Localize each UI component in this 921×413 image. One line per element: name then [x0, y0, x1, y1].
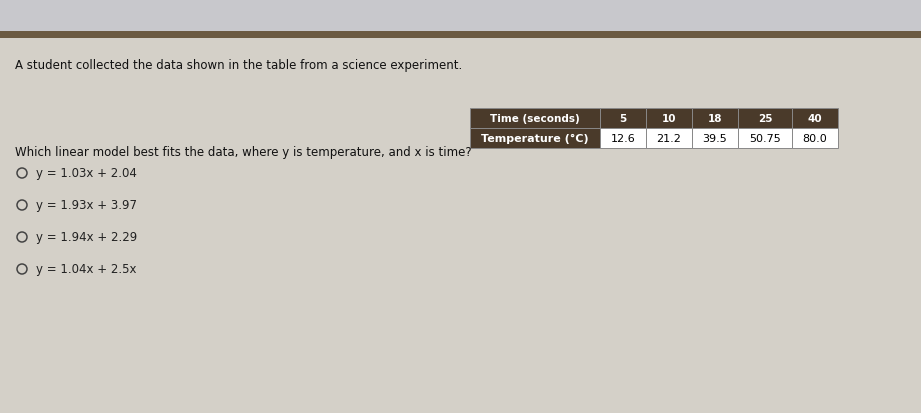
Text: 5: 5: [620, 114, 626, 124]
Bar: [0, 32, 921, 39]
Bar: [0, 0, 921, 24]
Text: 10: 10: [662, 114, 676, 124]
Text: y = 1.94x + 2.29: y = 1.94x + 2.29: [36, 231, 137, 244]
Bar: [738, 109, 792, 129]
Bar: [646, 129, 692, 149]
Text: A student collected the data shown in the table from a science experiment.: A student collected the data shown in th…: [15, 59, 462, 72]
Text: 21.2: 21.2: [657, 134, 682, 144]
Text: y = 1.03x + 2.04: y = 1.03x + 2.04: [36, 167, 137, 180]
Text: 39.5: 39.5: [703, 134, 728, 144]
Bar: [738, 129, 792, 149]
Bar: [470, 129, 600, 149]
Text: 80.0: 80.0: [802, 134, 827, 144]
Text: Which linear model best fits the data, where y is temperature, and x is time?: Which linear model best fits the data, w…: [15, 146, 472, 159]
Bar: [692, 109, 738, 129]
Text: 40: 40: [808, 114, 822, 124]
Bar: [600, 129, 646, 149]
Text: y = 1.93x + 3.97: y = 1.93x + 3.97: [36, 199, 137, 212]
Text: 50.75: 50.75: [749, 134, 781, 144]
Text: 18: 18: [707, 114, 722, 124]
Bar: [792, 109, 838, 129]
Bar: [692, 129, 738, 149]
Bar: [600, 109, 646, 129]
Text: 25: 25: [758, 114, 772, 124]
Text: Time (seconds): Time (seconds): [490, 114, 580, 124]
Bar: [646, 109, 692, 129]
Bar: [470, 109, 600, 129]
Text: y = 1.04x + 2.5x: y = 1.04x + 2.5x: [36, 263, 136, 276]
Bar: [792, 129, 838, 149]
Text: 12.6: 12.6: [611, 134, 635, 144]
Text: Temperature (°C): Temperature (°C): [481, 134, 589, 144]
